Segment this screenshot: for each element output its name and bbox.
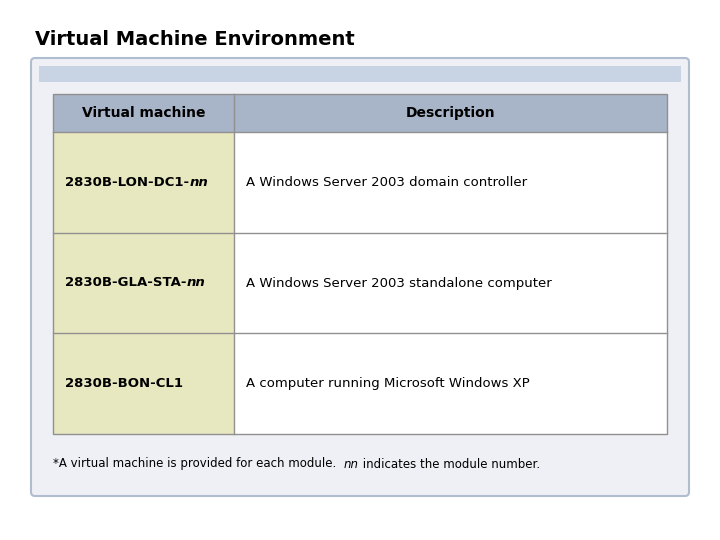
Text: Virtual machine: Virtual machine xyxy=(82,106,205,120)
Bar xyxy=(53,132,234,233)
Bar xyxy=(53,233,234,333)
Bar xyxy=(53,94,667,434)
Text: 2830B-LON-DC1-: 2830B-LON-DC1- xyxy=(65,176,189,189)
Text: indicates the module number.: indicates the module number. xyxy=(359,457,540,470)
Text: *A virtual machine is provided for each module.: *A virtual machine is provided for each … xyxy=(53,457,343,470)
Text: nn: nn xyxy=(189,176,208,189)
Text: nn: nn xyxy=(343,457,359,470)
Text: nn: nn xyxy=(186,276,205,289)
Bar xyxy=(234,333,667,434)
Bar xyxy=(234,132,667,233)
Text: 2830B-GLA-STA-: 2830B-GLA-STA- xyxy=(65,276,186,289)
Text: Virtual Machine Environment: Virtual Machine Environment xyxy=(35,30,355,49)
FancyBboxPatch shape xyxy=(31,58,689,496)
Bar xyxy=(53,94,667,132)
Text: A Windows Server 2003 domain controller: A Windows Server 2003 domain controller xyxy=(246,176,527,189)
Text: 2830B-BON-CL1: 2830B-BON-CL1 xyxy=(65,377,183,390)
Bar xyxy=(39,66,681,82)
Bar xyxy=(234,233,667,333)
Text: Description: Description xyxy=(406,106,495,120)
Text: A Windows Server 2003 standalone computer: A Windows Server 2003 standalone compute… xyxy=(246,276,552,289)
Bar xyxy=(53,333,234,434)
Text: A computer running Microsoft Windows XP: A computer running Microsoft Windows XP xyxy=(246,377,530,390)
